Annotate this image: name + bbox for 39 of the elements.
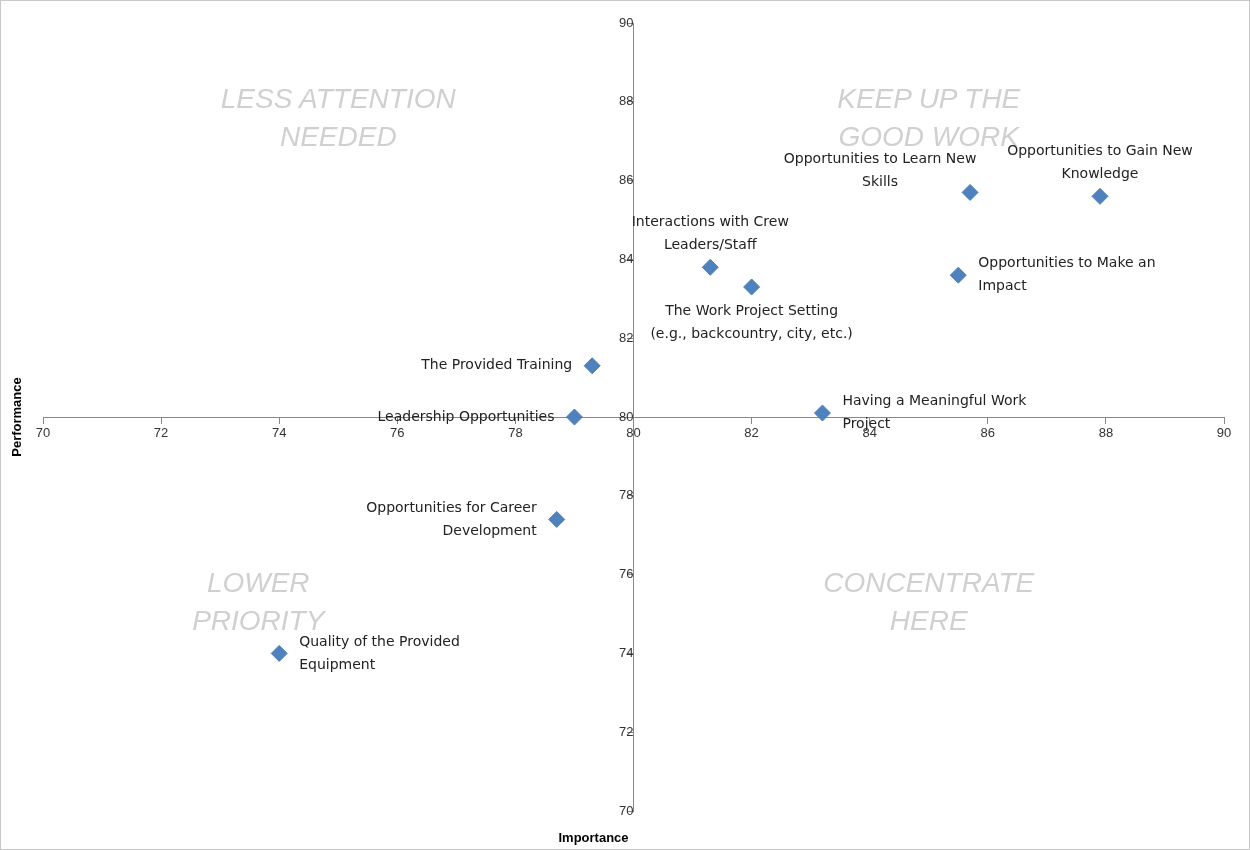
x-tick-label: 90: [1216, 425, 1232, 441]
annotation: Quality of the Provided Equipment: [299, 632, 460, 672]
annotation: The Work Project Setting (e.g., backcountry, city, etc.): [650, 301, 853, 341]
x-tick-label: 88: [1098, 425, 1114, 441]
x-tick-label: 72: [153, 425, 169, 441]
point: [548, 510, 566, 528]
annotation: Opportunities to Learn New Skills: [783, 150, 977, 190]
annotation: Interactions with Crew Leaders/Staff: [631, 212, 789, 252]
y-tick-label: 72: [619, 723, 634, 739]
x-tick-label: 82: [744, 425, 759, 441]
annotation: Opportunities to Make an Impact: [978, 254, 1156, 294]
y-tick-label: 76: [619, 566, 634, 582]
y-tick-label: 84: [619, 250, 634, 266]
y-tick-label: 70: [619, 802, 634, 818]
point: [1091, 187, 1109, 205]
point: [813, 404, 831, 422]
annotation: Opportunities to Gain New Knowledge: [1007, 142, 1193, 181]
x-tick-label: 76: [390, 425, 405, 441]
point: [583, 357, 601, 375]
y-tick-label: 90: [619, 14, 634, 30]
y-tick-label: 74: [619, 644, 634, 660]
x-axis-title: Importance: [558, 830, 629, 846]
point: [949, 266, 967, 284]
point: [565, 408, 583, 426]
point: [701, 258, 719, 276]
x-tick-label: 74: [271, 425, 287, 441]
annotation: Opportunities for Career Development: [366, 498, 538, 538]
annotation: Leadership Opportunities: [377, 407, 555, 424]
y-tick-label: 82: [619, 329, 634, 345]
annotation: The Provided Training: [420, 356, 573, 373]
point: [743, 278, 761, 296]
y-tick-label: 88: [619, 93, 634, 109]
x-tick-label: 78: [508, 425, 523, 441]
y-axis-title: Performance: [8, 377, 24, 457]
point: [961, 183, 979, 201]
y-tick-label: 78: [619, 487, 634, 503]
y-tick-label: 86: [619, 172, 634, 188]
point: [270, 644, 288, 662]
x-tick-label: 70: [35, 425, 51, 441]
